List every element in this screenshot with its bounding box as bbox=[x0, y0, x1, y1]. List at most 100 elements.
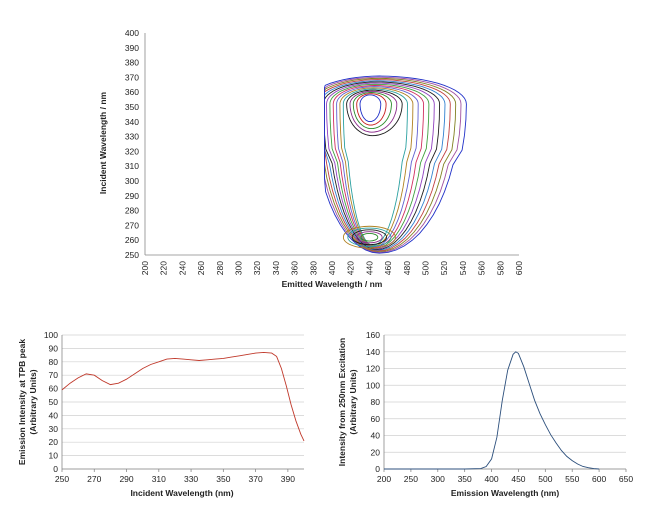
contour-x-tick-label: 580 bbox=[495, 261, 505, 275]
contour-x-tick-label: 480 bbox=[402, 261, 412, 275]
contour-x-tick-label: 360 bbox=[290, 261, 300, 275]
contour-y-tick-label: 390 bbox=[125, 43, 139, 53]
x-tick-label: 250 bbox=[404, 474, 418, 484]
contour-level-line bbox=[329, 83, 430, 249]
contour-level-line bbox=[342, 88, 408, 246]
emission-spectrum-chart: 0 20 40 60 80 100 120 140 160 200 250 300 350 400 450 5… bbox=[337, 330, 633, 498]
contour-x-tick-label: 440 bbox=[364, 261, 374, 275]
contour-secondary-ring bbox=[351, 229, 388, 246]
contour-y-tick-label: 370 bbox=[125, 72, 139, 82]
contour-x-tick-label: 320 bbox=[252, 261, 262, 275]
contour-chart: 250 260 270 280 290 300 310 320 330 340 350 360 370 3… bbox=[98, 28, 524, 289]
x-tick-label: 600 bbox=[592, 474, 606, 484]
contour-x-tick-label: 200 bbox=[140, 261, 150, 275]
contour-y-tick-label: 260 bbox=[125, 235, 139, 245]
contour-x-tick-label: 600 bbox=[514, 261, 524, 275]
tpb-emission-series-line bbox=[61, 351, 305, 442]
y-tick-label: 100 bbox=[366, 380, 380, 390]
contour-x-tick-label: 400 bbox=[327, 261, 337, 275]
contour-level-line bbox=[339, 87, 414, 247]
y-tick-label: 80 bbox=[49, 357, 59, 367]
y-tick-label: 70 bbox=[49, 370, 59, 380]
contour-x-axis-label: Emitted Wavelength / nm bbox=[282, 279, 383, 289]
contour-x-tick-label: 220 bbox=[159, 261, 169, 275]
contour-y-tick-label: 280 bbox=[125, 206, 139, 216]
contour-y-axis-label: Incident Wavelength / nm bbox=[98, 91, 108, 194]
contour-level-line bbox=[352, 92, 392, 130]
y-tick-label: 20 bbox=[371, 447, 381, 457]
emission-y-axis-label-line2: (Arbitrary Units) bbox=[348, 369, 358, 434]
contour-x-tick-label: 520 bbox=[439, 261, 449, 275]
contour-x-tick-label: 560 bbox=[477, 261, 487, 275]
y-tick-label: 60 bbox=[49, 384, 59, 394]
contour-secondary-ring bbox=[342, 225, 396, 249]
contour-level-line bbox=[324, 77, 457, 253]
x-tick-label: 550 bbox=[565, 474, 579, 484]
contour-level-line bbox=[346, 89, 403, 137]
emission-y-axis-label-line1: Intensity from 250nm Excitation bbox=[337, 338, 347, 466]
x-tick-label: 250 bbox=[55, 474, 69, 484]
x-tick-label: 290 bbox=[119, 474, 133, 484]
contour-x-tick-label: 540 bbox=[458, 261, 468, 275]
contour-y-tick-label: 320 bbox=[125, 146, 139, 156]
y-tick-label: 0 bbox=[375, 464, 380, 474]
y-tick-label: 40 bbox=[371, 431, 381, 441]
x-tick-label: 500 bbox=[538, 474, 552, 484]
contour-x-tick-label: 460 bbox=[383, 261, 393, 275]
contour-level-line bbox=[356, 93, 387, 126]
x-tick-label: 400 bbox=[484, 474, 498, 484]
x-tick-label: 200 bbox=[377, 474, 391, 484]
x-tick-label: 650 bbox=[619, 474, 633, 484]
contour-x-tick-label: 500 bbox=[421, 261, 431, 275]
x-tick-label: 350 bbox=[216, 474, 230, 484]
y-tick-label: 30 bbox=[49, 424, 59, 434]
y-tick-label: 60 bbox=[371, 414, 381, 424]
contour-lines bbox=[324, 75, 467, 254]
x-tick-label: 350 bbox=[458, 474, 472, 484]
contour-x-tick-label: 240 bbox=[177, 261, 187, 275]
y-tick-label: 100 bbox=[44, 330, 58, 340]
contour-y-tick-label: 270 bbox=[125, 220, 139, 230]
contour-y-tick-label: 300 bbox=[125, 176, 139, 186]
contour-y-tick-label: 290 bbox=[125, 191, 139, 201]
y-tick-label: 90 bbox=[49, 343, 59, 353]
y-tick-label: 140 bbox=[366, 347, 380, 357]
tpb-emission-chart: 0 10 20 30 40 50 60 70 80 90 100 250 270 290 310 330 350… bbox=[17, 330, 305, 498]
contour-x-tick-label: 420 bbox=[346, 261, 356, 275]
contour-y-tick-label: 380 bbox=[125, 58, 139, 68]
contour-y-tick-label: 330 bbox=[125, 132, 139, 142]
y-tick-label: 40 bbox=[49, 410, 59, 420]
contour-y-tick-label: 360 bbox=[125, 87, 139, 97]
contour-y-tick-label: 350 bbox=[125, 102, 139, 112]
y-tick-label: 20 bbox=[49, 437, 59, 447]
y-tick-label: 120 bbox=[366, 364, 380, 374]
contour-level-line bbox=[336, 86, 419, 248]
contour-level-line bbox=[349, 90, 398, 133]
contour-secondary-ring bbox=[356, 231, 383, 244]
contour-level-line bbox=[324, 75, 467, 254]
contour-y-tick-label: 310 bbox=[125, 161, 139, 171]
contour-x-tick-label: 340 bbox=[271, 261, 281, 275]
contour-x-tick-label: 380 bbox=[308, 261, 318, 275]
tpb-y-axis-label-line2: (Arbitrary Units) bbox=[28, 369, 38, 434]
tpb-x-axis-label: Incident Wavelength (nm) bbox=[130, 488, 233, 498]
x-tick-label: 370 bbox=[249, 474, 263, 484]
y-tick-label: 50 bbox=[49, 397, 59, 407]
y-tick-label: 80 bbox=[371, 397, 381, 407]
x-tick-label: 310 bbox=[152, 474, 166, 484]
tpb-y-axis-label-line1: Emission Intensity at TPB peak bbox=[17, 339, 27, 465]
y-tick-label: 10 bbox=[49, 451, 59, 461]
contour-y-tick-label: 400 bbox=[125, 28, 139, 38]
x-tick-label: 390 bbox=[281, 474, 295, 484]
contour-level-line bbox=[326, 82, 435, 250]
contour-level-line bbox=[359, 94, 382, 123]
y-tick-label: 160 bbox=[366, 330, 380, 340]
contour-secondary-ring bbox=[360, 232, 379, 242]
contour-x-tick-label: 300 bbox=[234, 261, 244, 275]
contour-x-tick-label: 280 bbox=[215, 261, 225, 275]
y-tick-label: 0 bbox=[53, 464, 58, 474]
contour-y-tick-label: 250 bbox=[125, 250, 139, 260]
x-tick-label: 330 bbox=[184, 474, 198, 484]
x-tick-label: 450 bbox=[511, 474, 525, 484]
